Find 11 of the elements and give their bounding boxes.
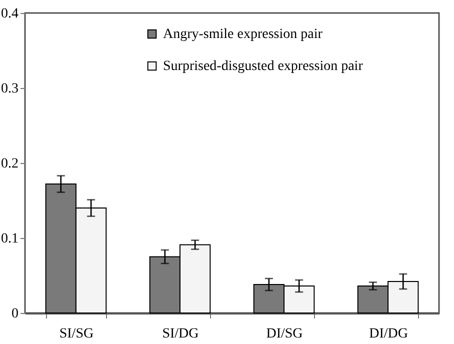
- legend-label: Angry-smile expression pair: [163, 27, 323, 42]
- legend-label: Surprised-disgusted expression pair: [163, 59, 364, 74]
- x-tick-label: SI/SG: [59, 326, 94, 342]
- y-tick-label: 0.3: [1, 82, 18, 96]
- y-tick-label: 0.1: [1, 232, 18, 246]
- y-tick-label: 0.4: [1, 6, 18, 22]
- y-tick-label: 0: [12, 306, 18, 322]
- y-tick-label: 0.2: [1, 156, 18, 172]
- x-tick-label: DI/SG: [266, 326, 303, 342]
- x-tick-label: SI/DG: [162, 326, 199, 342]
- x-tick-label: DI/DG: [369, 326, 408, 342]
